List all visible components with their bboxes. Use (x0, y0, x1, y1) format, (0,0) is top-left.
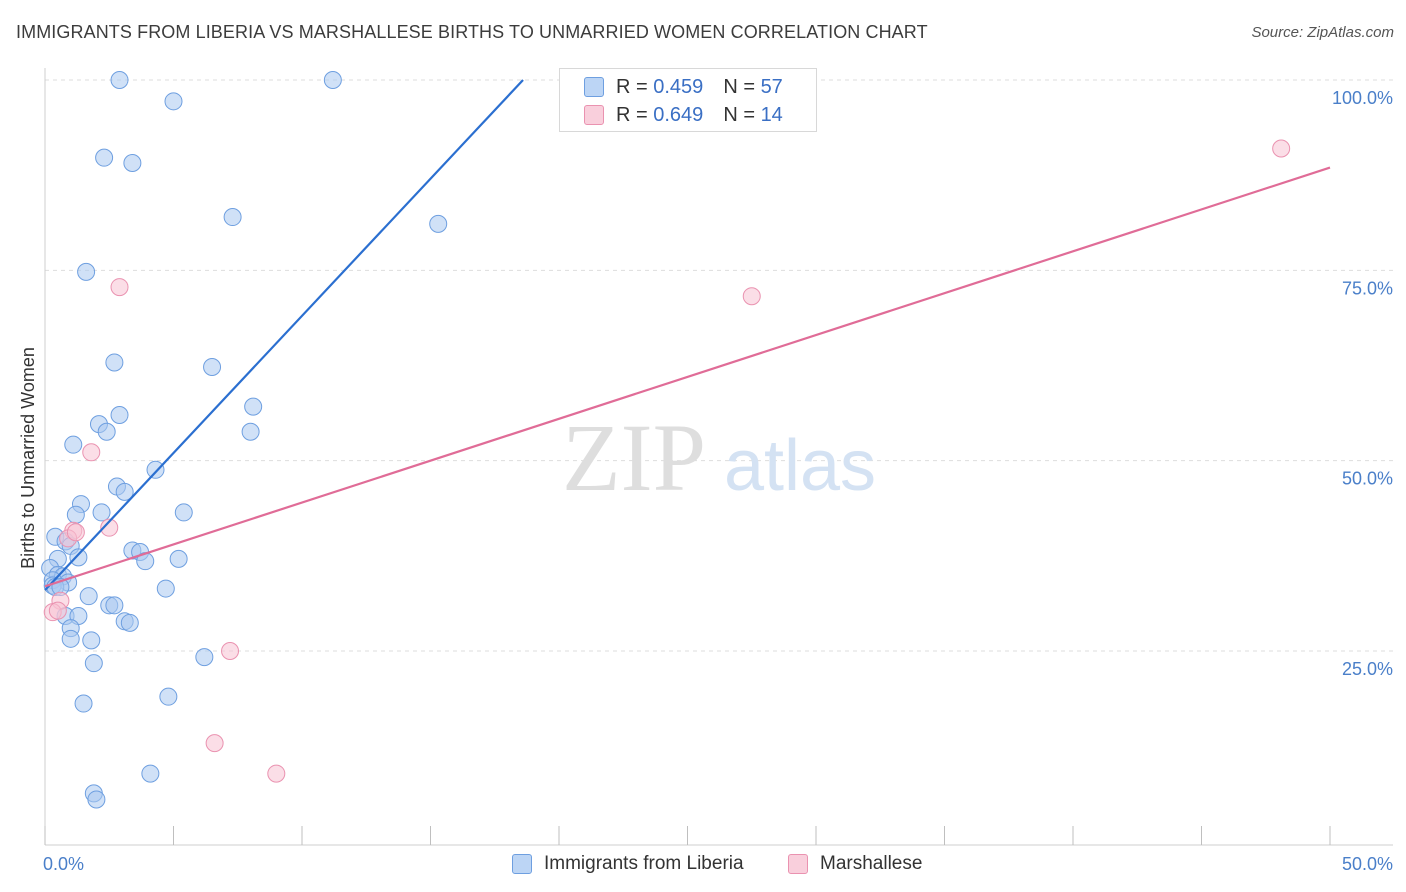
y-tick-labels: 25.0% 50.0% 75.0% 100.0% (1332, 88, 1393, 679)
point-marshallese (1272, 139, 1291, 158)
point-liberia (77, 262, 96, 281)
bottom-legend-label-liberia: Immigrants from Liberia (544, 853, 744, 874)
point-liberia (74, 694, 93, 713)
y-axis-label: Births to Unmarried Women (18, 347, 38, 569)
bottom-legend-liberia: Immigrants from Liberia (512, 850, 744, 878)
point-liberia (64, 435, 83, 454)
legend-n-label: N = (723, 103, 755, 126)
point-liberia (84, 654, 103, 673)
point-liberia (61, 629, 80, 648)
point-liberia (115, 482, 134, 501)
legend-swatch-liberia (584, 77, 604, 97)
point-liberia (95, 148, 114, 167)
x-tick-label-end: 50.0% (1342, 854, 1393, 874)
point-liberia (66, 505, 85, 524)
point-liberia (164, 92, 183, 111)
grid-lines (45, 79, 1393, 652)
point-marshallese (82, 443, 101, 462)
y-tick-label-50: 50.0% (1342, 469, 1393, 489)
point-liberia (223, 208, 242, 227)
point-liberia (156, 579, 175, 598)
watermark-zip: ZIP (562, 404, 706, 511)
source-label: Source: ZipAtlas.com (1251, 24, 1394, 41)
point-marshallese (221, 642, 240, 660)
point-liberia (105, 353, 124, 372)
point-liberia (244, 397, 263, 416)
series-marshallese-points (43, 139, 1291, 783)
trend-lines (44, 79, 1331, 591)
point-liberia (105, 596, 124, 615)
stats-legend: R = 0.459 N = 57 R = 0.649 N = 14 (559, 68, 817, 132)
point-marshallese (110, 278, 129, 297)
legend-row-marshallese: R = 0.649 N = 14 (584, 103, 783, 127)
point-liberia (110, 405, 129, 424)
trend-line-marshallese (44, 166, 1331, 588)
point-liberia (323, 71, 342, 89)
y-tick-label-100: 100.0% (1332, 88, 1393, 108)
point-marshallese (66, 523, 85, 542)
legend-r-label: R = (616, 103, 648, 126)
watermark: ZIP atlas (562, 404, 876, 511)
point-liberia (159, 687, 178, 706)
point-liberia (92, 503, 111, 522)
x-tick-label-start: 0.0% (43, 854, 84, 874)
point-liberia (110, 71, 129, 89)
point-liberia (123, 153, 142, 172)
point-liberia (97, 422, 116, 441)
legend-r-value: 0.649 (653, 103, 704, 126)
point-liberia (241, 422, 260, 441)
watermark-atlas: atlas (724, 426, 876, 506)
legend-r-value: 0.459 (653, 75, 704, 98)
bottom-legend-marshallese: Marshallese (788, 850, 922, 878)
point-liberia (429, 214, 448, 233)
point-liberia (169, 549, 188, 568)
point-marshallese (267, 764, 286, 783)
bottom-legend-label-marshallese: Marshallese (820, 853, 923, 874)
legend-r-label: R = (616, 75, 648, 98)
point-liberia (69, 548, 88, 567)
point-marshallese (48, 601, 67, 620)
legend-row-liberia: R = 0.459 N = 57 (584, 75, 783, 99)
point-marshallese (742, 287, 761, 306)
point-liberia (87, 790, 106, 809)
axes (44, 68, 1393, 846)
point-marshallese (100, 518, 119, 537)
point-liberia (203, 358, 222, 377)
y-tick-label-75: 75.0% (1342, 278, 1393, 298)
legend-n-label: N = (723, 75, 755, 98)
point-liberia (141, 764, 160, 783)
legend-n-value: 57 (760, 75, 783, 98)
legend-n-value: 14 (760, 103, 783, 126)
bottom-legend-swatch-marshallese (788, 854, 808, 874)
point-liberia (174, 503, 193, 522)
y-tick-label-25: 25.0% (1342, 659, 1393, 679)
point-liberia (146, 460, 165, 479)
legend-swatch-marshallese (584, 105, 604, 125)
bottom-legend-swatch-liberia (512, 854, 532, 874)
x-tick-labels: 0.0% 50.0% (43, 854, 1393, 874)
chart-title: IMMIGRANTS FROM LIBERIA VS MARSHALLESE B… (16, 22, 928, 42)
point-liberia (79, 587, 98, 606)
trend-line-liberia (44, 79, 524, 591)
point-liberia (82, 631, 101, 650)
point-liberia (195, 648, 214, 667)
point-marshallese (205, 734, 224, 753)
point-liberia (120, 613, 139, 632)
series-liberia-points (41, 71, 448, 809)
